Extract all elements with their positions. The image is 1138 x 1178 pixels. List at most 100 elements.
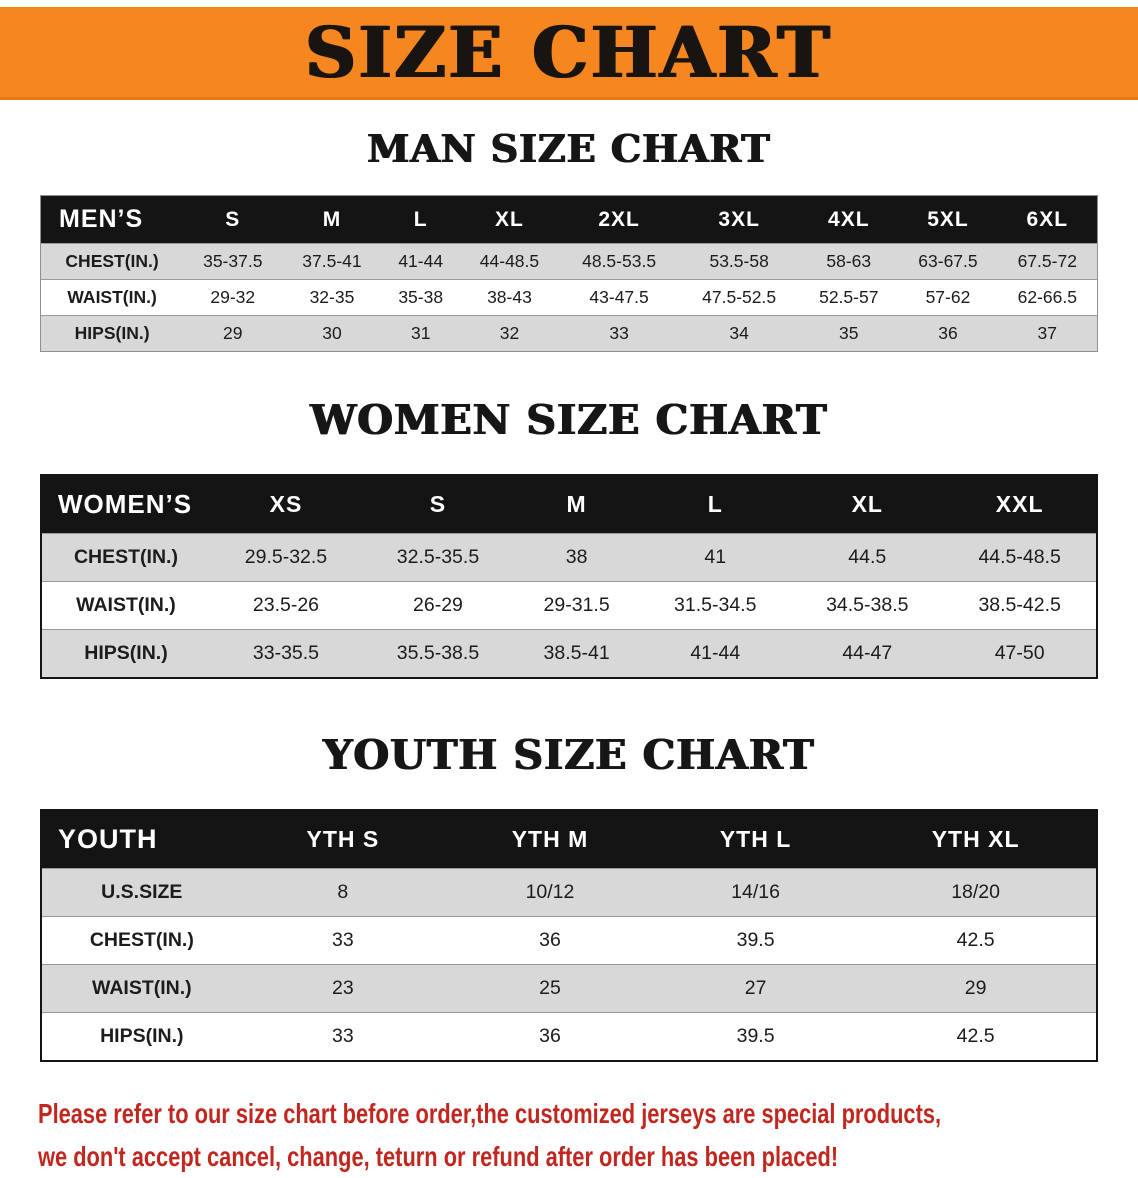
size-header-cell: 2XL bbox=[559, 195, 680, 244]
measurement-label-cell: HIPS(IN.) bbox=[84, 642, 168, 664]
value-cell: 44.5 bbox=[848, 546, 887, 568]
value-cell: 67.5-72 bbox=[1017, 251, 1077, 271]
measurement-label-cell: CHEST(IN.) bbox=[65, 251, 159, 271]
table-row: WAIST(IN.) 23 25 27 29 bbox=[41, 964, 1097, 1013]
table-header-row: YOUTH YTH S YTH M YTH L YTH XL bbox=[41, 810, 1097, 869]
size-header-cell: M bbox=[282, 195, 382, 244]
size-header-cell: 3XL bbox=[679, 195, 800, 244]
value-cell: 27 bbox=[744, 977, 767, 999]
table-row: HIPS(IN.) 29 30 31 32 33 34 35 36 37 bbox=[40, 315, 1098, 352]
table-header-row: MEN’S S M L XL 2XL 3XL 4XL 5XL 6XL bbox=[40, 195, 1098, 244]
value-cell: 42.5 bbox=[956, 929, 995, 951]
value-cell: 44-48.5 bbox=[479, 251, 540, 271]
youth-section-heading: YOUTH SIZE CHART bbox=[323, 731, 815, 779]
value-cell: 57-62 bbox=[925, 287, 971, 307]
value-cell: 34 bbox=[729, 323, 749, 343]
value-cell: 23.5-26 bbox=[252, 594, 320, 616]
value-cell: 39.5 bbox=[736, 929, 775, 951]
size-header-cell: S bbox=[361, 475, 514, 534]
value-cell: 33 bbox=[609, 323, 629, 343]
size-chart-page: SIZE CHART MAN SIZE CHART MEN’S S M L XL 2XL 3… bbox=[0, 7, 1138, 1178]
value-cell: 36 bbox=[539, 1025, 561, 1047]
value-cell: 32-35 bbox=[309, 287, 355, 307]
size-header-cell: M bbox=[513, 475, 640, 534]
value-cell: 26-29 bbox=[413, 594, 463, 616]
value-cell: 34.5-38.5 bbox=[826, 594, 909, 616]
table-row: U.S.SIZE 8 10/12 14/16 18/20 bbox=[41, 868, 1097, 917]
women-size-section: WOMEN SIZE CHART WOMEN’S XS S M L XL XXL CHEST(… bbox=[0, 396, 1138, 679]
value-cell: 18/20 bbox=[951, 881, 1001, 903]
value-cell: 35-37.5 bbox=[203, 251, 263, 271]
value-cell: 29-32 bbox=[210, 287, 256, 307]
youth-size-table: YOUTH YTH S YTH M YTH L YTH XL U.S.SIZE 8 10/12… bbox=[40, 809, 1098, 1062]
value-cell: 38 bbox=[565, 546, 588, 568]
value-cell: 52.5-57 bbox=[819, 287, 879, 307]
table-row: HIPS(IN.) 33 36 39.5 42.5 bbox=[41, 1012, 1097, 1062]
value-cell: 29-31.5 bbox=[543, 594, 610, 616]
size-header-cell: XS bbox=[209, 475, 362, 534]
value-cell: 29.5-32.5 bbox=[244, 546, 328, 568]
footer-note: Please refer to our size chart before or… bbox=[38, 1092, 1138, 1178]
measurement-label-cell: CHEST(IN.) bbox=[73, 546, 178, 568]
value-cell: 35.5-38.5 bbox=[396, 642, 480, 664]
size-header-cell: S bbox=[183, 195, 283, 244]
value-cell: 31 bbox=[410, 323, 431, 343]
value-cell: 43-47.5 bbox=[589, 287, 649, 307]
value-cell: 25 bbox=[539, 977, 561, 999]
value-cell: 30 bbox=[322, 323, 342, 343]
value-cell: 41 bbox=[704, 546, 727, 568]
value-cell: 39.5 bbox=[736, 1025, 775, 1047]
value-cell: 36 bbox=[539, 929, 561, 951]
value-cell: 42.5 bbox=[956, 1025, 995, 1047]
value-cell: 35-38 bbox=[398, 287, 444, 307]
size-header-cell: 4XL bbox=[799, 195, 899, 244]
footer-line-1: Please refer to our size chart before or… bbox=[38, 1098, 942, 1129]
size-header-cell: XL bbox=[791, 475, 944, 534]
youth-size-section: YOUTH SIZE CHART YOUTH YTH S YTH M YTH L YTH… bbox=[0, 731, 1138, 1062]
table-row: CHEST(IN.) 33 36 39.5 42.5 bbox=[41, 916, 1097, 965]
value-cell: 37 bbox=[1037, 323, 1058, 343]
value-cell: 29 bbox=[964, 977, 987, 999]
size-header-cell: YTH XL bbox=[855, 810, 1097, 869]
measurement-label-cell: U.S.SIZE bbox=[101, 881, 183, 903]
value-cell: 8 bbox=[337, 881, 349, 903]
value-cell: 44.5-48.5 bbox=[978, 546, 1061, 568]
men-size-section: MAN SIZE CHART MEN’S S M L XL 2XL 3XL 4XL 5XL 6XL… bbox=[0, 126, 1138, 352]
value-cell: 38.5-41 bbox=[543, 642, 610, 664]
value-cell: 37.5-41 bbox=[302, 251, 362, 271]
value-cell: 44-47 bbox=[842, 642, 893, 664]
value-cell: 10/12 bbox=[525, 881, 575, 903]
value-cell: 32 bbox=[499, 323, 520, 343]
women-size-table: WOMEN’S XS S M L XL XXL CHEST(IN.) 29.5-32.5 32.5… bbox=[40, 474, 1098, 679]
measurement-label-cell: WAIST(IN.) bbox=[76, 594, 176, 616]
men-size-table: MEN’S S M L XL 2XL 3XL 4XL 5XL 6XL CHEST(IN.) 35-37… bbox=[40, 195, 1098, 352]
footer-line-2: we don't accept cancel, change, teturn o… bbox=[38, 1141, 839, 1172]
measurement-label-cell: WAIST(IN.) bbox=[91, 977, 192, 999]
size-header-cell: 5XL bbox=[898, 195, 998, 244]
women-section-heading: WOMEN SIZE CHART bbox=[310, 396, 828, 444]
value-cell: 14/16 bbox=[731, 881, 780, 903]
table-title-cell: YOUTH bbox=[41, 810, 242, 869]
value-cell: 47.5-52.5 bbox=[702, 287, 777, 307]
table-header-row: WOMEN’S XS S M L XL XXL bbox=[41, 475, 1097, 534]
size-header-cell: L bbox=[381, 195, 460, 244]
value-cell: 53.5-58 bbox=[709, 251, 769, 271]
value-cell: 41-44 bbox=[398, 251, 444, 271]
table-row: CHEST(IN.) 35-37.5 37.5-41 41-44 44-48.5 48.5… bbox=[40, 243, 1098, 280]
table-row: WAIST(IN.) 23.5-26 26-29 29-31.5 31.5-34.5 34… bbox=[41, 581, 1097, 630]
size-header-cell: XL bbox=[459, 195, 560, 244]
banner: SIZE CHART bbox=[0, 7, 1138, 100]
size-header-cell: YTH L bbox=[655, 810, 856, 869]
measurement-label-cell: CHEST(IN.) bbox=[89, 929, 194, 951]
table-title-cell: MEN’S bbox=[40, 195, 184, 244]
value-cell: 58-63 bbox=[826, 251, 872, 271]
size-header-cell: YTH S bbox=[241, 810, 445, 869]
value-cell: 32.5-35.5 bbox=[396, 546, 480, 568]
table-row: CHEST(IN.) 29.5-32.5 32.5-35.5 38 41 44.5 44.5… bbox=[41, 533, 1097, 582]
page-title: SIZE CHART bbox=[305, 10, 833, 94]
size-header-cell: 6XL bbox=[997, 195, 1098, 244]
measurement-label-cell: WAIST(IN.) bbox=[67, 287, 157, 307]
value-cell: 38-43 bbox=[487, 287, 532, 307]
value-cell: 29 bbox=[223, 323, 243, 343]
value-cell: 62-66.5 bbox=[1017, 287, 1077, 307]
